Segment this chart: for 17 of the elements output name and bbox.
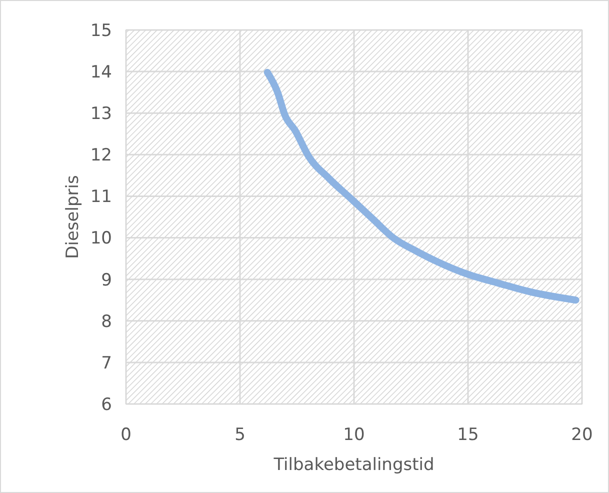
- y-tick-label: 8: [101, 312, 112, 332]
- x-tick-label: 5: [234, 425, 246, 445]
- y-tick-label: 13: [90, 104, 112, 124]
- x-tick-label: 10: [343, 425, 365, 445]
- y-tick-label: 7: [101, 353, 112, 374]
- x-axis-title: Tilbakebetalingstid: [272, 455, 434, 475]
- y-tick-label: 14: [90, 62, 112, 83]
- y-tick-label: 6: [101, 394, 112, 415]
- x-tick-label: 15: [457, 425, 479, 445]
- y-tick-label: 9: [101, 270, 112, 290]
- x-tick-label: 0: [120, 425, 132, 445]
- y-tick-label: 10: [90, 228, 112, 249]
- y-tick-label: 15: [90, 20, 112, 41]
- y-tick-label: 11: [90, 187, 112, 208]
- y-axis-title: Dieselpris: [63, 175, 83, 259]
- y-tick-label: 12: [90, 146, 112, 166]
- x-tick-label: 20: [571, 425, 593, 445]
